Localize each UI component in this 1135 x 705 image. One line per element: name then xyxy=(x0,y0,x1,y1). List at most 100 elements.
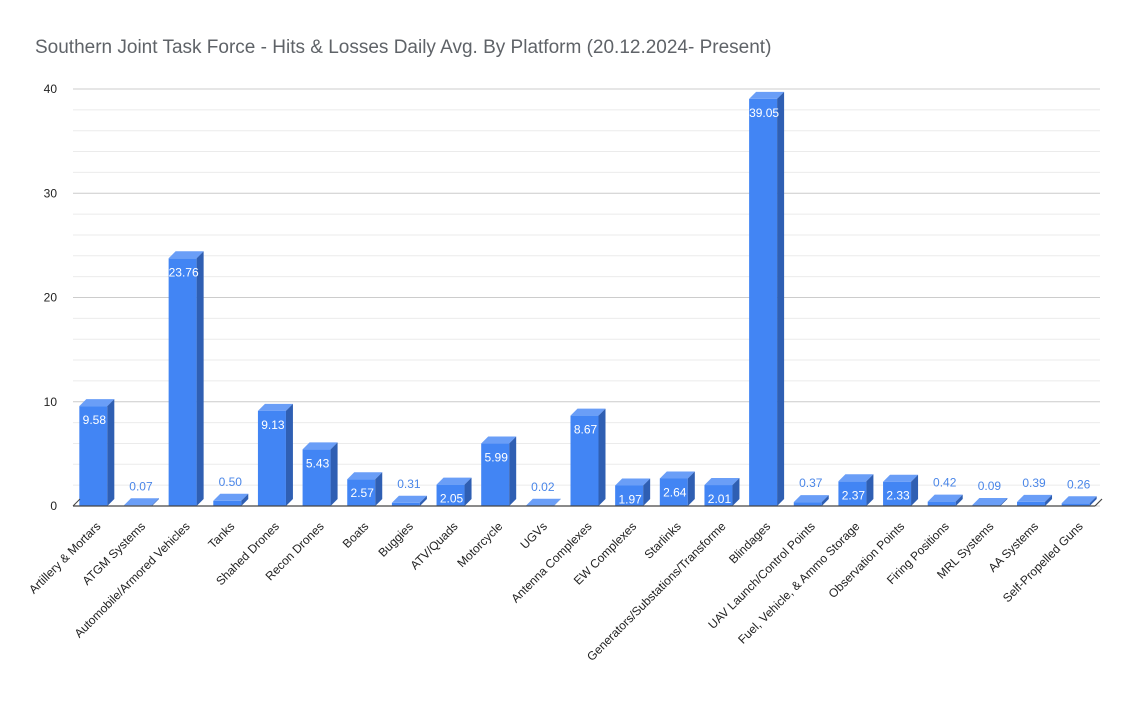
bar-top xyxy=(704,478,740,486)
x-tick-label: Buggies xyxy=(375,519,416,560)
data-label: 2.33 xyxy=(886,489,910,503)
bar-motorcycle xyxy=(481,436,517,506)
data-label: 9.58 xyxy=(83,413,107,427)
bar-mrl-systems xyxy=(972,498,1008,506)
bar-top xyxy=(1061,496,1097,504)
data-label: 2.05 xyxy=(440,492,464,506)
data-label: 2.57 xyxy=(351,486,375,500)
bar-side xyxy=(241,493,249,506)
data-label: 9.13 xyxy=(261,418,285,432)
y-tick-label: 40 xyxy=(44,82,58,96)
bar-side xyxy=(821,495,829,506)
bars xyxy=(79,91,1097,507)
bar-top xyxy=(347,472,383,480)
bar-top xyxy=(793,495,829,503)
bar-automobile-armored-vehicles xyxy=(168,251,204,506)
bar-top xyxy=(257,403,293,411)
data-label: 0.07 xyxy=(129,479,153,493)
bar-fuel-vehicle-ammo-storage xyxy=(838,474,874,506)
bar-top xyxy=(749,91,785,99)
bar-top xyxy=(436,477,472,485)
bar-front xyxy=(213,500,242,506)
bar-front xyxy=(793,502,822,506)
bar-side xyxy=(419,495,427,506)
bar-side xyxy=(285,403,293,506)
bar-recon-drones xyxy=(302,442,338,506)
y-tick-label: 30 xyxy=(44,186,58,200)
bar-front xyxy=(615,485,644,506)
bar-ugvs xyxy=(525,498,561,507)
bar-side xyxy=(107,399,115,506)
bar-front xyxy=(168,258,197,506)
bar-top xyxy=(927,494,963,502)
data-label: 0.50 xyxy=(219,475,243,489)
bar-top xyxy=(481,436,517,444)
x-tick-label: Motorcycle xyxy=(454,519,505,570)
x-tick-label: Starlinks xyxy=(641,519,683,561)
bar-starlinks xyxy=(659,471,695,506)
data-label: 0.42 xyxy=(933,476,957,490)
y-tick-label: 0 xyxy=(50,499,57,513)
bar-top xyxy=(838,474,874,482)
bar-firing-positions xyxy=(927,494,963,506)
bar-side xyxy=(1000,498,1008,506)
bar-front xyxy=(838,481,867,506)
bar-tanks xyxy=(213,493,249,506)
bar-front xyxy=(1017,501,1046,506)
x-tick-label: Tanks xyxy=(205,519,237,551)
bar-top xyxy=(659,471,695,479)
bar-top xyxy=(302,442,338,450)
x-tick-label: Blindages xyxy=(726,519,773,566)
bar-atgm-systems xyxy=(123,498,159,506)
bar-top xyxy=(525,498,561,506)
bar-side xyxy=(509,436,517,506)
data-label: 8.67 xyxy=(574,423,598,437)
bar-side xyxy=(598,408,606,506)
bar-top xyxy=(168,251,204,259)
x-tick-label: Boats xyxy=(340,519,372,551)
bar-self-propelled-guns xyxy=(1061,496,1097,506)
data-label: 0.09 xyxy=(978,479,1002,493)
bar-generators-substations-transforme xyxy=(704,478,740,506)
data-label: 39.05 xyxy=(749,106,779,120)
x-tick-label: Observation Points xyxy=(826,519,908,601)
bar-side xyxy=(1045,494,1053,506)
bar-front xyxy=(749,98,778,506)
bar-ew-complexes xyxy=(615,478,651,506)
y-axis: 0 10 20 30 40 xyxy=(44,82,58,513)
bar-top xyxy=(79,399,115,407)
data-label: 0.02 xyxy=(531,480,555,494)
bar-side xyxy=(777,91,785,506)
bar-front xyxy=(257,410,286,506)
bar-front xyxy=(883,481,912,506)
x-axis-depth-line xyxy=(72,498,81,507)
bar-front xyxy=(391,502,420,506)
bar-front xyxy=(659,478,688,506)
x-tick-label: UGVs xyxy=(517,519,550,552)
bar-boats xyxy=(347,472,383,506)
bar-observation-points xyxy=(883,474,919,506)
bar-side xyxy=(196,251,204,506)
data-label: 0.37 xyxy=(799,476,823,490)
data-label: 5.99 xyxy=(485,451,509,465)
data-label: 0.26 xyxy=(1067,477,1091,491)
bar-side xyxy=(732,478,740,506)
data-label: 23.76 xyxy=(169,265,199,279)
data-label: 5.43 xyxy=(306,456,330,470)
bar-front xyxy=(481,443,510,506)
bar-buggies xyxy=(391,495,427,506)
chart-title: Southern Joint Task Force - Hits & Losse… xyxy=(35,37,771,58)
bar-side xyxy=(375,472,383,506)
bar-top xyxy=(972,498,1008,506)
bar-side xyxy=(687,471,695,506)
bar-top xyxy=(883,474,919,482)
bar-side xyxy=(643,478,651,506)
bar-top xyxy=(123,498,159,506)
bar-side xyxy=(330,442,338,506)
bar-top xyxy=(570,408,606,416)
bar-side xyxy=(955,494,963,506)
bar-artillery-mortars xyxy=(79,399,115,506)
bar-side xyxy=(866,474,874,506)
